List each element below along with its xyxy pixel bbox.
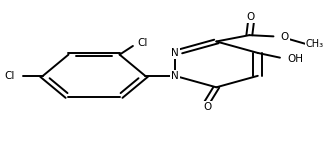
Text: O: O xyxy=(281,32,289,42)
Text: O: O xyxy=(247,12,255,22)
Text: N: N xyxy=(171,48,179,58)
Text: OH: OH xyxy=(287,54,304,64)
Text: Cl: Cl xyxy=(5,71,15,81)
Text: N: N xyxy=(171,71,179,81)
Text: CH₃: CH₃ xyxy=(306,39,323,49)
Text: O: O xyxy=(203,102,211,112)
Text: Cl: Cl xyxy=(138,38,148,48)
